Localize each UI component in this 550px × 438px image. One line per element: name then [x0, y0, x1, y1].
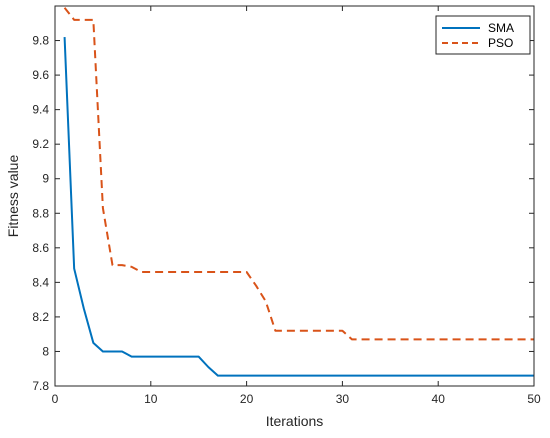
ticks-layer: 0 10 20 30 40 50 7.8 8 8.2 8.4 8.6 8.8 9 9.2 9.4 9.6 9.8 [32, 6, 541, 406]
x-tick-label: 0 [52, 392, 59, 406]
y-tick-label: 9.8 [32, 34, 49, 48]
x-tick-label: 10 [144, 392, 158, 406]
y-tick-label: 9.4 [32, 103, 49, 117]
x-tick-label: 20 [240, 392, 254, 406]
y-tick-label: 9.6 [32, 68, 49, 82]
y-tick-label: 8.2 [32, 310, 49, 324]
x-tick-label: 50 [527, 392, 541, 406]
x-tick-label: 40 [432, 392, 446, 406]
y-tick-label: 8.6 [32, 241, 49, 255]
y-tick-label: 9 [42, 172, 49, 186]
series-line-sma [63, 37, 534, 377]
x-axis-label: Iterations [266, 413, 324, 429]
y-axis-label: Fitness value [5, 155, 21, 238]
axes-box [54, 5, 535, 387]
series-layer [63, 7, 534, 377]
y-tick-label: 8 [42, 344, 49, 358]
legend-label-sma: SMA [488, 21, 514, 35]
x-tick-label: 30 [336, 392, 350, 406]
y-tick-label: 8.4 [32, 275, 49, 289]
y-tick-label: 7.8 [32, 379, 49, 393]
legend: SMA PSO [435, 15, 531, 55]
y-tick-label: 9.2 [32, 137, 49, 151]
legend-box [435, 15, 531, 55]
legend-label-pso: PSO [488, 36, 513, 50]
series-line-pso [63, 7, 534, 341]
y-tick-label: 8.8 [32, 206, 49, 220]
